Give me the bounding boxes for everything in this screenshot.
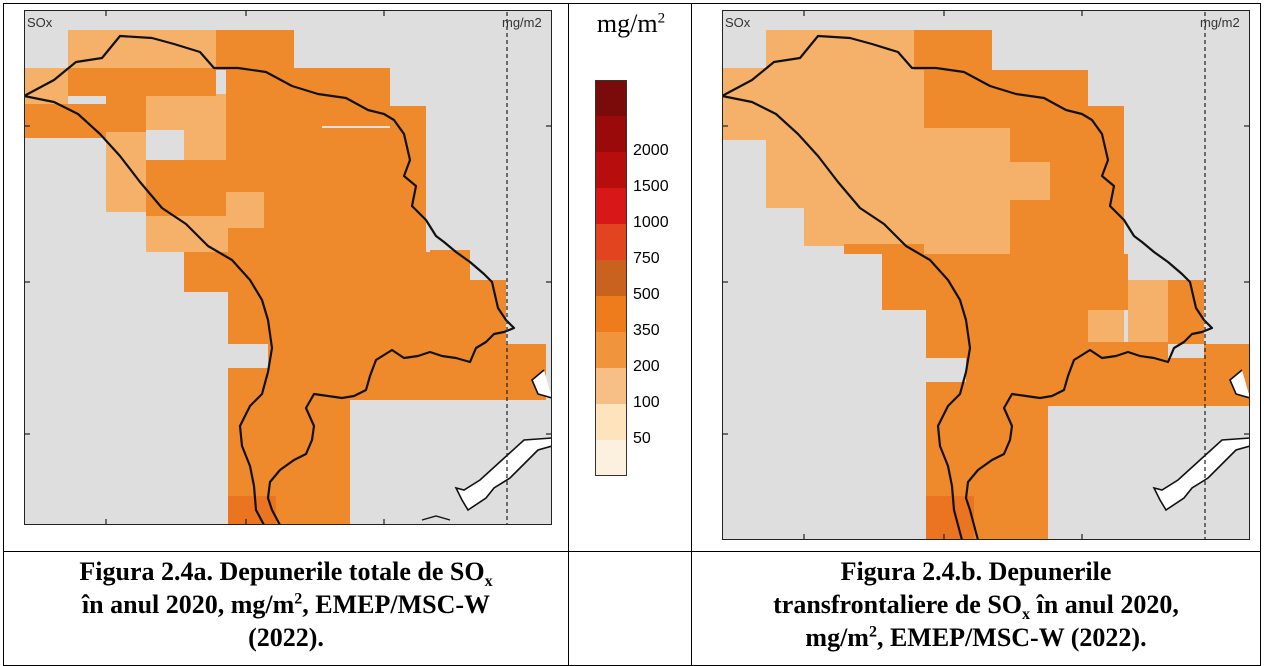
legend-label: 2000 <box>633 142 669 159</box>
legend-title: mg/m2 <box>572 9 690 39</box>
legend-title-sup: 2 <box>657 10 666 27</box>
legend-label: 200 <box>633 358 660 375</box>
legend-class: 1000 <box>595 188 685 231</box>
legend-title-text: mg/m <box>596 9 658 38</box>
legend-swatch <box>595 260 627 296</box>
map-transboundary-deposition: SOx mg/m2 <box>722 10 1250 540</box>
table-divider-1 <box>568 3 569 666</box>
map-a-unit-label: mg/m2 <box>502 15 542 30</box>
caption-figure-b: Figura 2.4.b. Depunerile transfrontalier… <box>693 555 1259 654</box>
legend-swatch <box>595 152 627 188</box>
map-total-deposition: SOx mg/m2 <box>24 10 552 525</box>
legend-swatch <box>595 404 627 440</box>
legend-swatch <box>595 332 627 368</box>
map-b-species-label: SOx <box>725 15 751 30</box>
caption-a-line-2: în anul 2020, mg/m2, EMEP/MSC-W <box>81 590 491 619</box>
legend-class <box>595 80 685 116</box>
legend-swatch <box>595 188 627 224</box>
legend-class <box>595 440 685 476</box>
legend-swatch <box>595 296 627 332</box>
table-row-divider <box>3 551 1261 552</box>
caption-figure-a: Figura 2.4a. Depunerile totale de SOx în… <box>5 555 567 654</box>
legend-swatch <box>595 80 627 116</box>
legend-class: 100 <box>595 368 685 411</box>
map-a-svg: SOx mg/m2 <box>24 10 552 525</box>
legend-swatch <box>595 440 627 476</box>
map-b-svg: SOx mg/m2 <box>722 10 1250 540</box>
legend-swatch <box>595 224 627 260</box>
legend-label: 50 <box>633 430 651 447</box>
legend-swatch <box>595 116 627 152</box>
legend-label: 750 <box>633 250 660 267</box>
legend-class: 200 <box>595 332 685 375</box>
legend-swatch <box>595 368 627 404</box>
legend-label: 1500 <box>633 178 669 195</box>
legend-label: 100 <box>633 394 660 411</box>
map-b-unit-label: mg/m2 <box>1200 15 1240 30</box>
caption-a-line-1: Figura 2.4a. Depunerile totale de SOx <box>79 557 493 591</box>
caption-b-line-1: Figura 2.4.b. Depunerile <box>840 557 1112 586</box>
caption-a-line-3: (2022). <box>248 623 324 652</box>
caption-b-line-3: mg/m2, EMEP/MSC-W (2022). <box>805 623 1147 652</box>
legend-class: 50 <box>595 404 685 447</box>
legend-class: 1500 <box>595 152 685 195</box>
legend-label: 500 <box>633 286 660 303</box>
map-a-species-label: SOx <box>27 15 53 30</box>
legend-class: 500 <box>595 260 685 303</box>
legend-label: 1000 <box>633 214 669 231</box>
caption-b-line-2: transfrontaliere de SOx în anul 2020, <box>773 590 1179 624</box>
legend-class: 350 <box>595 296 685 339</box>
legend-class: 2000 <box>595 116 685 159</box>
legend-label: 350 <box>633 322 660 339</box>
legend-class: 750 <box>595 224 685 267</box>
table-divider-2 <box>691 3 692 666</box>
